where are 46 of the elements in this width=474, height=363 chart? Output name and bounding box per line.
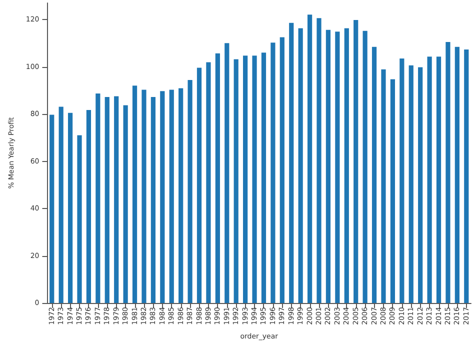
bar	[169, 90, 174, 303]
bar	[326, 30, 331, 303]
bar	[50, 114, 54, 303]
bar	[114, 96, 119, 303]
bar	[224, 43, 230, 303]
bar	[408, 65, 414, 303]
bar	[344, 28, 349, 303]
bar	[436, 56, 442, 303]
bar	[381, 69, 386, 303]
bar	[446, 42, 450, 303]
bar	[68, 112, 73, 303]
bar	[243, 56, 248, 303]
bar	[400, 58, 404, 303]
bar	[316, 18, 322, 303]
bar	[418, 67, 423, 303]
bar	[270, 42, 276, 303]
bar	[234, 59, 238, 303]
bar	[354, 20, 358, 303]
bar	[77, 135, 82, 303]
bar	[96, 93, 100, 303]
bar	[104, 97, 110, 303]
bar	[86, 110, 92, 303]
bar	[142, 90, 146, 303]
bar	[372, 46, 377, 303]
bar	[307, 14, 312, 303]
bar	[58, 106, 64, 303]
bar	[150, 97, 156, 303]
bar	[289, 22, 294, 303]
bar	[335, 32, 340, 303]
bar	[196, 68, 202, 303]
bar	[390, 79, 396, 303]
bar	[280, 37, 284, 303]
bar	[252, 56, 257, 303]
bar	[261, 52, 266, 303]
bar	[454, 46, 460, 303]
bar	[206, 62, 211, 303]
bar	[427, 56, 432, 303]
bar	[464, 50, 469, 303]
bar	[362, 30, 368, 303]
bar	[123, 105, 128, 303]
bar	[215, 53, 220, 303]
bar	[160, 91, 165, 303]
bar	[298, 28, 303, 303]
bar	[132, 86, 138, 303]
bar	[178, 88, 184, 303]
bar	[188, 80, 192, 303]
